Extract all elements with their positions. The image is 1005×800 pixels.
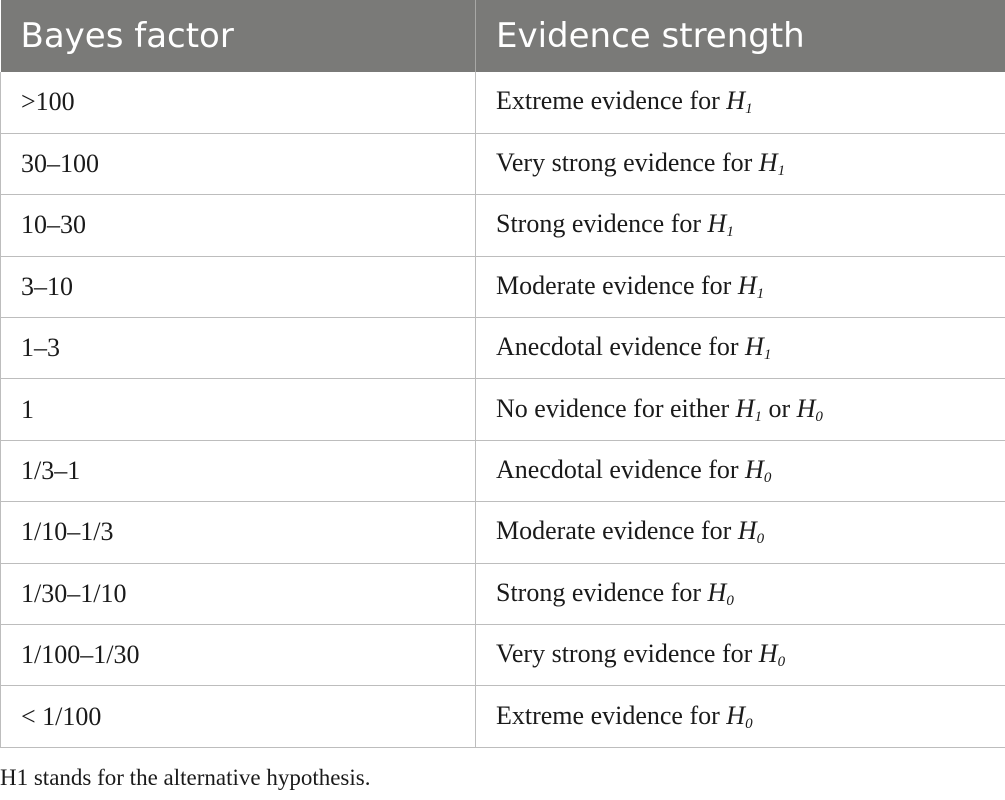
evidence-strength-cell: Extreme evidence for H0 — [475, 685, 1005, 748]
table-row: 3–10 Moderate evidence for H1 — [0, 256, 1005, 319]
evidence-text: Extreme evidence for — [496, 86, 727, 116]
hypothesis-symbol-letter: H — [745, 455, 764, 485]
evidence-strength-cell: No evidence for either H1 or H0 — [475, 378, 1005, 441]
bayes-factor-cell: 1/10–1/3 — [0, 501, 476, 564]
evidence-text: Anecdotal evidence for — [496, 455, 746, 485]
bayes-factor-cell: 1/100–1/30 — [0, 624, 476, 687]
hypothesis-symbol: H1 — [737, 270, 765, 302]
evidence-strength-cell: Moderate evidence for H0 — [475, 501, 1005, 564]
hypothesis-symbol-subscript: 0 — [745, 715, 753, 732]
evidence-strength-cell: Strong evidence for H0 — [475, 563, 1005, 626]
hypothesis-symbol-letter: H — [758, 148, 778, 178]
evidence-text: Very strong evidence for — [496, 639, 759, 669]
hypothesis-symbol: H1 — [745, 332, 772, 364]
hypothesis-symbol-subscript: 1 — [745, 101, 753, 118]
evidence-text: Moderate evidence for — [496, 516, 738, 546]
hypothesis-symbol-second-letter: H — [796, 393, 816, 423]
bayes-factor-cell: 1–3 — [0, 317, 476, 380]
bayes-factor-cell: < 1/100 — [0, 685, 476, 748]
evidence-text: Very strong evidence for — [496, 148, 759, 178]
table-row: 1–3 Anecdotal evidence for H1 — [0, 317, 1005, 380]
evidence-strength-cell: Extreme evidence for H1 — [475, 72, 1005, 134]
evidence-connector-text: or — [761, 393, 797, 423]
evidence-strength-cell: Moderate evidence for H1 — [475, 256, 1005, 319]
table-row: < 1/100 Extreme evidence for H0 — [0, 685, 1005, 748]
hypothesis-symbol-letter: H — [726, 86, 746, 116]
evidence-strength-cell: Very strong evidence for H1 — [475, 133, 1005, 196]
evidence-text: Anecdotal evidence for — [496, 332, 746, 362]
table-row: 1/100–1/30 Very strong evidence for H0 — [0, 624, 1005, 687]
hypothesis-symbol: H0 — [707, 577, 734, 609]
bayes-factor-cell: >100 — [0, 72, 476, 134]
table-body: >100 Extreme evidence for H1 30–100 Very st… — [0, 72, 1005, 748]
hypothesis-symbol-letter: H — [735, 393, 755, 423]
table-row: 30–100 Very strong evidence for H1 — [0, 133, 1005, 196]
hypothesis-symbol: H1 — [735, 393, 762, 425]
table-row: 1 No evidence for either H1 or H0 — [0, 378, 1005, 441]
table-row: 1/10–1/3 Moderate evidence for H0 — [0, 501, 1005, 564]
hypothesis-symbol-subscript: 0 — [756, 531, 765, 548]
hypothesis-symbol-subscript: 1 — [726, 224, 734, 241]
hypothesis-symbol-letter: H — [726, 700, 746, 730]
table-row: 1/30–1/10 Strong evidence for H0 — [0, 563, 1005, 626]
bayes-factor-table: Bayes factor Evidence strength >100 Extre… — [0, 0, 1005, 748]
table-row: 10–30 Strong evidence for H1 — [0, 194, 1005, 257]
evidence-text: No evidence for either — [496, 393, 736, 423]
bayes-factor-cell: 10–30 — [0, 194, 476, 257]
bayes-factor-cell: 1/30–1/10 — [0, 563, 476, 626]
hypothesis-symbol-subscript: 0 — [726, 592, 734, 609]
table-header: Bayes factor Evidence strength — [0, 0, 1005, 72]
hypothesis-symbol-letter: H — [737, 270, 757, 300]
bayes-factor-cell: 30–100 — [0, 133, 476, 196]
hypothesis-symbol: H0 — [737, 516, 765, 548]
bayes-factor-table-container: Bayes factor Evidence strength >100 Extre… — [0, 0, 1005, 748]
hypothesis-symbol-second-subscript: 0 — [815, 408, 823, 425]
hypothesis-symbol: H0 — [726, 700, 753, 732]
hypothesis-symbol-letter: H — [707, 577, 727, 607]
hypothesis-symbol: H0 — [745, 455, 772, 487]
evidence-text: Strong evidence for — [496, 209, 708, 239]
hypothesis-symbol-subscript: 0 — [763, 470, 772, 487]
evidence-strength-cell: Anecdotal evidence for H1 — [475, 317, 1005, 380]
hypothesis-symbol-subscript: 1 — [777, 163, 786, 180]
hypothesis-symbol-letter: H — [745, 332, 764, 362]
table-footnote: H1 stands for the alternative hypothesis… — [0, 765, 371, 790]
evidence-strength-cell: Strong evidence for H1 — [475, 194, 1005, 257]
hypothesis-symbol-letter: H — [707, 209, 727, 239]
bayes-factor-cell: 1 — [0, 378, 476, 441]
hypothesis-symbol: H1 — [726, 86, 753, 118]
hypothesis-symbol-subscript: 1 — [756, 285, 765, 302]
table-row: >100 Extreme evidence for H1 — [0, 72, 1005, 134]
hypothesis-symbol-subscript: 0 — [777, 654, 786, 671]
evidence-text: Moderate evidence for — [496, 270, 738, 300]
table-row: 1/3–1 Anecdotal evidence for H0 — [0, 440, 1005, 503]
hypothesis-symbol: H1 — [758, 148, 786, 180]
hypothesis-symbol-letter: H — [758, 639, 778, 669]
hypothesis-symbol-subscript: 1 — [754, 408, 762, 425]
hypothesis-symbol-letter: H — [737, 516, 757, 546]
hypothesis-symbol-second: H0 — [796, 393, 823, 425]
hypothesis-symbol-subscript: 1 — [763, 347, 772, 364]
evidence-text: Strong evidence for — [496, 577, 708, 607]
evidence-text: Extreme evidence for — [496, 700, 727, 730]
evidence-strength-cell: Anecdotal evidence for H0 — [475, 440, 1005, 503]
hypothesis-symbol: H0 — [758, 639, 786, 671]
column-header-evidence-strength: Evidence strength — [475, 0, 1005, 72]
table-header-row: Bayes factor Evidence strength — [0, 0, 1005, 72]
evidence-strength-cell: Very strong evidence for H0 — [475, 624, 1005, 687]
column-header-bayes-factor: Bayes factor — [0, 0, 476, 72]
bayes-factor-cell: 3–10 — [0, 256, 476, 319]
bayes-factor-cell: 1/3–1 — [0, 440, 476, 503]
hypothesis-symbol: H1 — [707, 209, 734, 241]
